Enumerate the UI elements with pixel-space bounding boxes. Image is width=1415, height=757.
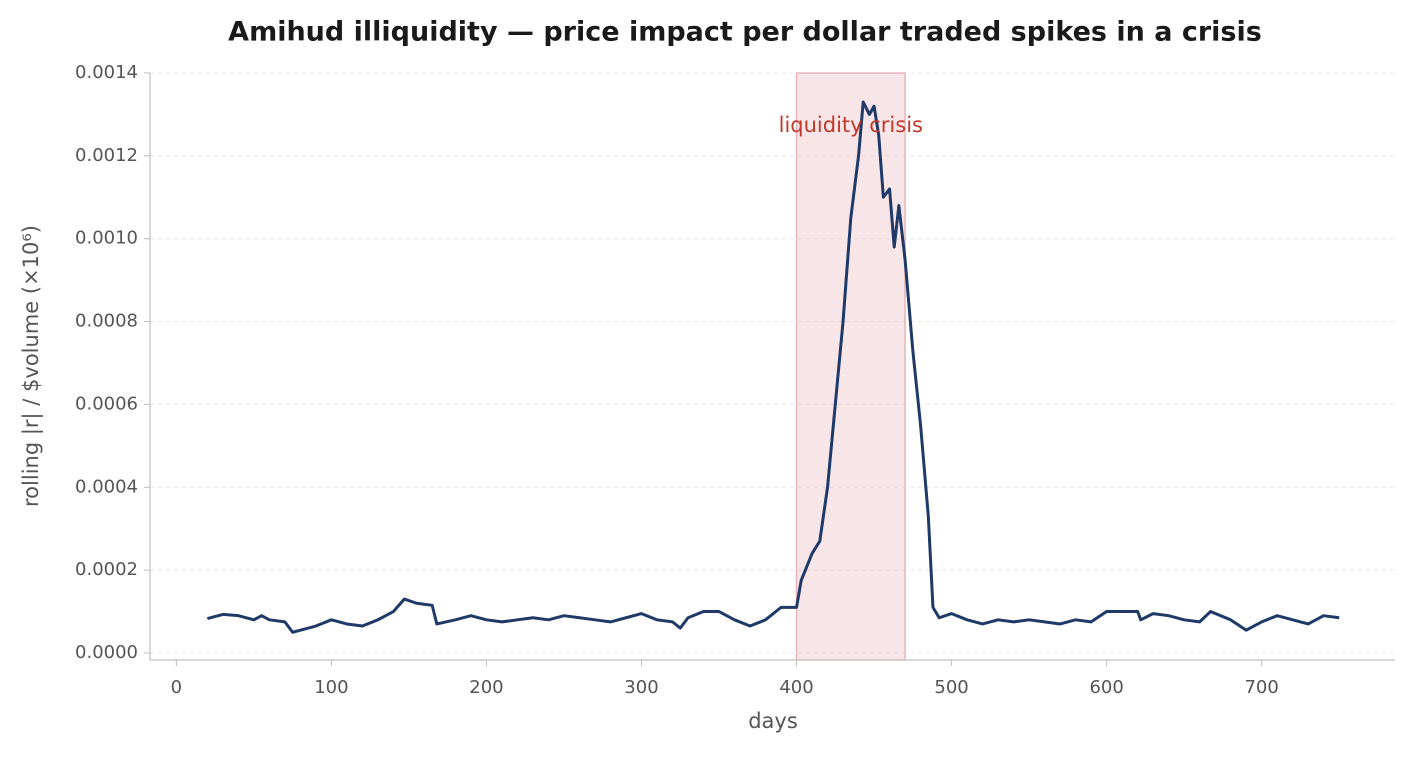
x-tick-label: 500 <box>934 677 968 698</box>
chart-title: Amihud illiquidity — price impact per do… <box>228 17 1262 48</box>
annotation: liquidity crisis <box>779 113 923 137</box>
x-tick-label: 700 <box>1244 677 1278 698</box>
y-tick-label: 0.0012 <box>75 145 138 166</box>
y-tick-label: 0.0006 <box>75 393 138 414</box>
x-tick-label: 0 <box>171 677 182 698</box>
y-tick-label: 0.0000 <box>75 642 138 663</box>
x-axis-label: days <box>748 709 798 733</box>
y-axis-label: rolling |r| / $volume (×10⁶) <box>19 225 44 507</box>
y-tick-label: 0.0014 <box>75 62 138 83</box>
x-tick-label: 400 <box>779 677 813 698</box>
x-tick-label: 600 <box>1089 677 1123 698</box>
y-tick-label: 0.0010 <box>75 228 138 249</box>
x-tick-label: 200 <box>469 677 503 698</box>
y-tick-label: 0.0004 <box>75 476 138 497</box>
x-tick-label: 100 <box>314 677 348 698</box>
y-tick-label: 0.0002 <box>75 559 138 580</box>
y-tick-label: 0.0008 <box>75 311 138 332</box>
x-tick-label: 300 <box>624 677 658 698</box>
data-line <box>206 100 1340 634</box>
highlight-band <box>795 72 906 661</box>
